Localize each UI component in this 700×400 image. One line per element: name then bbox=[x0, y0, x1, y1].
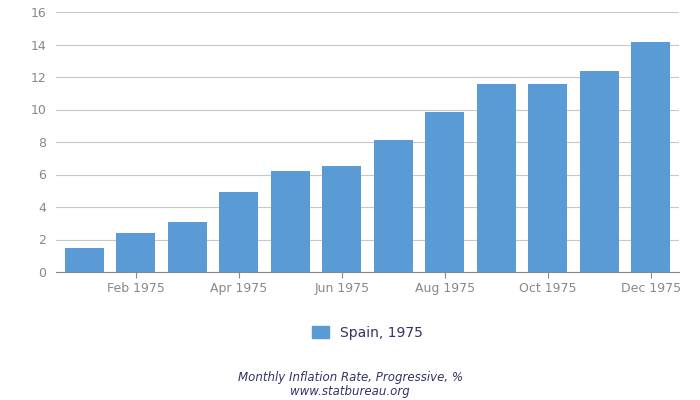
Bar bbox=[631, 42, 670, 272]
Bar bbox=[528, 84, 567, 272]
Bar bbox=[323, 166, 361, 272]
Bar bbox=[426, 112, 464, 272]
Bar bbox=[65, 248, 104, 272]
Bar bbox=[374, 140, 412, 272]
Text: Monthly Inflation Rate, Progressive, %: Monthly Inflation Rate, Progressive, % bbox=[237, 372, 463, 384]
Bar bbox=[220, 192, 258, 272]
Bar bbox=[116, 233, 155, 272]
Bar bbox=[168, 222, 206, 272]
Bar bbox=[477, 84, 515, 272]
Legend: Spain, 1975: Spain, 1975 bbox=[312, 326, 423, 340]
Bar bbox=[580, 71, 619, 272]
Bar bbox=[271, 171, 309, 272]
Text: www.statbureau.org: www.statbureau.org bbox=[290, 386, 410, 398]
